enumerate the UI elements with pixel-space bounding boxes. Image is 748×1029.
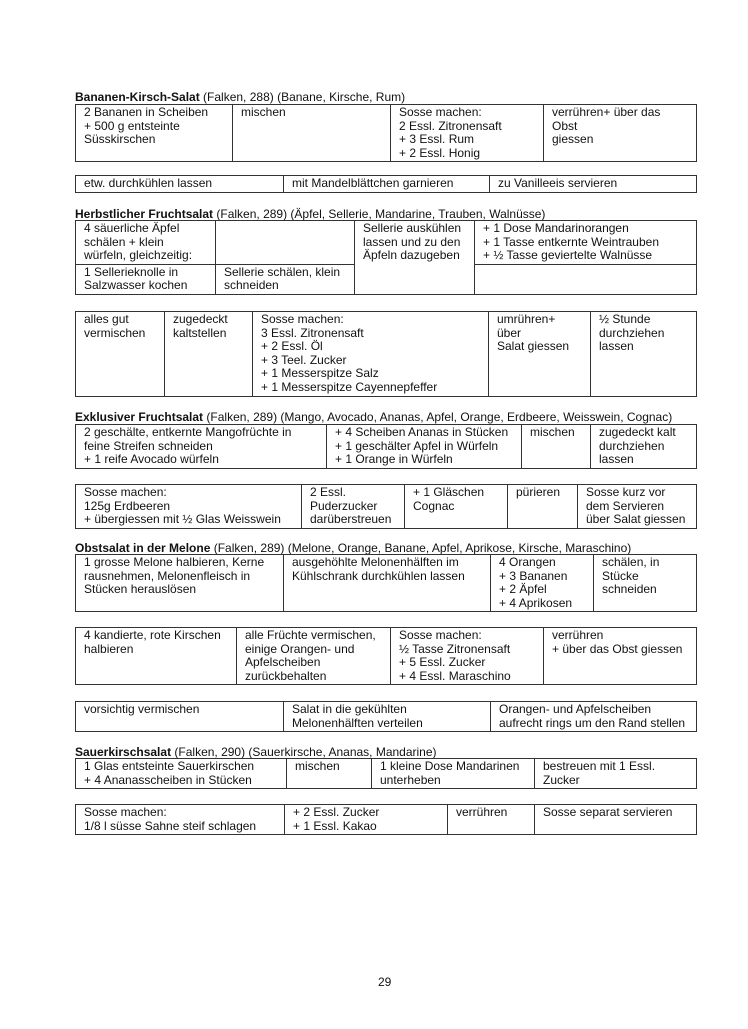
recipe-step-table: 4 kandierte, rote Kirschen halbieren alle…: [75, 627, 697, 685]
step-cell: mischen: [232, 104, 391, 162]
recipe-source: (Falken, 289) (Melone, Orange, Banane, A…: [210, 541, 632, 555]
table-row: 1 grosse Melone halbieren, Kerne rausneh…: [75, 554, 697, 612]
step-cell: zugedeckt kalt durchziehen lassen: [590, 424, 697, 469]
step-cell: zu Vanilleeis servieren: [489, 175, 697, 193]
step-cell: 1 kleine Dose Mandarinen unterheben: [371, 758, 535, 789]
recipe-step-table: alles gut vermischen zugedeckt kaltstelle…: [75, 311, 697, 397]
table-row: Sosse machen: 1/8 l süsse Sahne steif sc…: [75, 804, 697, 835]
step-cell: + 2 Essl. Zucker + 1 Essl. Kakao: [284, 804, 448, 835]
recipe-step-table: 1 Glas entsteinte Sauerkirschen + 4 Anan…: [75, 758, 697, 789]
recipe-name: Herbstlicher Fruchtsalat: [75, 207, 214, 221]
recipe-step-table: vorsichtig vermischen Salat in die gekühl…: [75, 701, 697, 732]
recipe-step-table: etw. durchkühlen lassen mit Mandelblättch…: [75, 175, 697, 193]
step-cell: mischen: [521, 424, 591, 469]
table-row: 4 kandierte, rote Kirschen halbieren alle…: [75, 627, 697, 685]
step-cell: Sosse machen: 3 Essl. Zitronensaft + 2 E…: [252, 311, 489, 397]
recipe-title: Bananen-Kirsch-Salat (Falken, 288) (Bana…: [75, 90, 405, 104]
recipe-name: Obstsalat in der Melone: [75, 541, 211, 555]
step-cell: [474, 263, 697, 295]
recipe-title: Exklusiver Fruchtsalat (Falken, 289) (Ma…: [75, 410, 672, 424]
recipe-title: Herbstlicher Fruchtsalat (Falken, 289) (…: [75, 207, 545, 221]
step-cell: alles gut vermischen: [75, 311, 165, 397]
step-cell: vorsichtig vermischen: [75, 701, 284, 732]
table-row: 1 Sellerieknolle in Salzwasser kochen Sel…: [75, 263, 697, 295]
recipe-source: (Falken, 288) (Banane, Kirsche, Rum): [199, 90, 406, 104]
recipe-name: Bananen-Kirsch-Salat: [75, 90, 200, 104]
step-cell: 1 grosse Melone halbieren, Kerne rausneh…: [75, 554, 284, 612]
recipe-source: (Falken, 289) (Äpfel, Sellerie, Mandarin…: [213, 207, 546, 221]
step-cell: 4 kandierte, rote Kirschen halbieren: [75, 627, 237, 685]
step-cell: verrühren+ über das Obst giessen: [543, 104, 697, 162]
table-row: alles gut vermischen zugedeckt kaltstelle…: [75, 311, 697, 397]
recipe-name: Sauerkirschsalat: [75, 745, 172, 759]
step-cell: 2 Bananen in Scheiben + 500 g entsteinte…: [75, 104, 233, 162]
recipe-step-table: Sosse machen: 125g Erdbeeren + übergiess…: [75, 484, 697, 529]
step-cell: 4 Orangen + 3 Bananen + 2 Äpfel + 4 Apri…: [490, 554, 594, 612]
recipe-step-table: 2 Bananen in Scheiben + 500 g entsteinte…: [75, 104, 697, 162]
step-cell: bestreuen mit 1 Essl. Zucker: [534, 758, 697, 789]
step-cell: 4 säuerliche Äpfel schälen + klein würfe…: [75, 220, 216, 265]
table-row: 4 säuerliche Äpfel schälen + klein würfe…: [75, 220, 697, 295]
recipe-step-table: 4 säuerliche Äpfel schälen + klein würfe…: [75, 220, 697, 295]
step-cell: Salat in die gekühlten Melonenhälften ve…: [283, 701, 491, 732]
recipe-title: Sauerkirschsalat (Falken, 290) (Sauerkir…: [75, 745, 437, 759]
step-cell: ½ Stunde durchziehen lassen: [590, 311, 697, 397]
step-cell: etw. durchkühlen lassen: [75, 175, 284, 193]
table-row: vorsichtig vermischen Salat in die gekühl…: [75, 701, 697, 732]
step-cell: + 1 Dose Mandarinorangen + 1 Tasse entke…: [474, 220, 697, 265]
recipe-step-table: Sosse machen: 1/8 l süsse Sahne steif sc…: [75, 804, 697, 835]
recipe-source: (Falken, 289) (Mango, Avocado, Ananas, A…: [203, 410, 673, 424]
step-cell: Sosse machen: 125g Erdbeeren + übergiess…: [75, 484, 302, 529]
step-cell: + 1 Gläschen Cognac: [404, 484, 508, 529]
table-row: Sosse machen: 125g Erdbeeren + übergiess…: [75, 484, 697, 529]
step-cell: 2 Essl. Puderzucker darüberstreuen: [301, 484, 405, 529]
step-cell: Sellerie schälen, klein schneiden: [215, 263, 355, 295]
step-cell: + 4 Scheiben Ananas in Stücken + 1 gesch…: [326, 424, 522, 469]
step-cell: 1 Sellerieknolle in Salzwasser kochen: [75, 263, 216, 295]
step-cell: [215, 220, 355, 265]
table-row: 1 Glas entsteinte Sauerkirschen + 4 Anan…: [75, 758, 697, 789]
recipe-step-table: 2 geschälte, entkernte Mangofrüchte in f…: [75, 424, 697, 469]
step-cell: mischen: [286, 758, 372, 789]
step-cell: 1 Glas entsteinte Sauerkirschen + 4 Anan…: [75, 758, 287, 789]
step-cell: ausgehöhlte Melonenhälften im Kühlschran…: [283, 554, 491, 612]
page-number: 29: [378, 975, 392, 989]
step-cell: verrühren: [447, 804, 535, 835]
step-cell: Sosse machen: ½ Tasse Zitronensaft + 5 E…: [390, 627, 544, 685]
recipe-name: Exklusiver Fruchtsalat: [75, 410, 204, 424]
step-cell: Sosse kurz vor dem Servieren über Salat …: [577, 484, 697, 529]
step-cell: alle Früchte vermischen, einige Orangen-…: [236, 627, 391, 685]
recipe-step-table: 1 grosse Melone halbieren, Kerne rausneh…: [75, 554, 697, 612]
step-cell: Sellerie auskühlen lassen und zu den Äpf…: [354, 220, 475, 295]
table-row: etw. durchkühlen lassen mit Mandelblättch…: [75, 175, 697, 193]
step-cell: Orangen- und Apfelscheiben aufrecht ring…: [490, 701, 697, 732]
step-cell: zugedeckt kaltstellen: [164, 311, 253, 397]
step-cell: Sosse machen: 2 Essl. Zitronensaft + 3 E…: [390, 104, 544, 162]
step-cell: Sosse separat servieren: [534, 804, 697, 835]
table-row: 2 geschälte, entkernte Mangofrüchte in f…: [75, 424, 697, 469]
step-cell: verrühren + über das Obst giessen: [543, 627, 697, 685]
step-cell: schälen, in Stücke schneiden: [593, 554, 697, 612]
recipe-source: (Falken, 290) (Sauerkirsche, Ananas, Man…: [171, 745, 437, 759]
step-cell: Sosse machen: 1/8 l süsse Sahne steif sc…: [75, 804, 285, 835]
step-cell: 2 geschälte, entkernte Mangofrüchte in f…: [75, 424, 327, 469]
step-cell: pürieren: [507, 484, 578, 529]
table-row: 2 Bananen in Scheiben + 500 g entsteinte…: [75, 104, 697, 162]
recipe-title: Obstsalat in der Melone (Falken, 289) (M…: [75, 541, 631, 555]
step-cell: umrühren+ über Salat giessen: [488, 311, 591, 397]
step-cell: mit Mandelblättchen garnieren: [283, 175, 490, 193]
